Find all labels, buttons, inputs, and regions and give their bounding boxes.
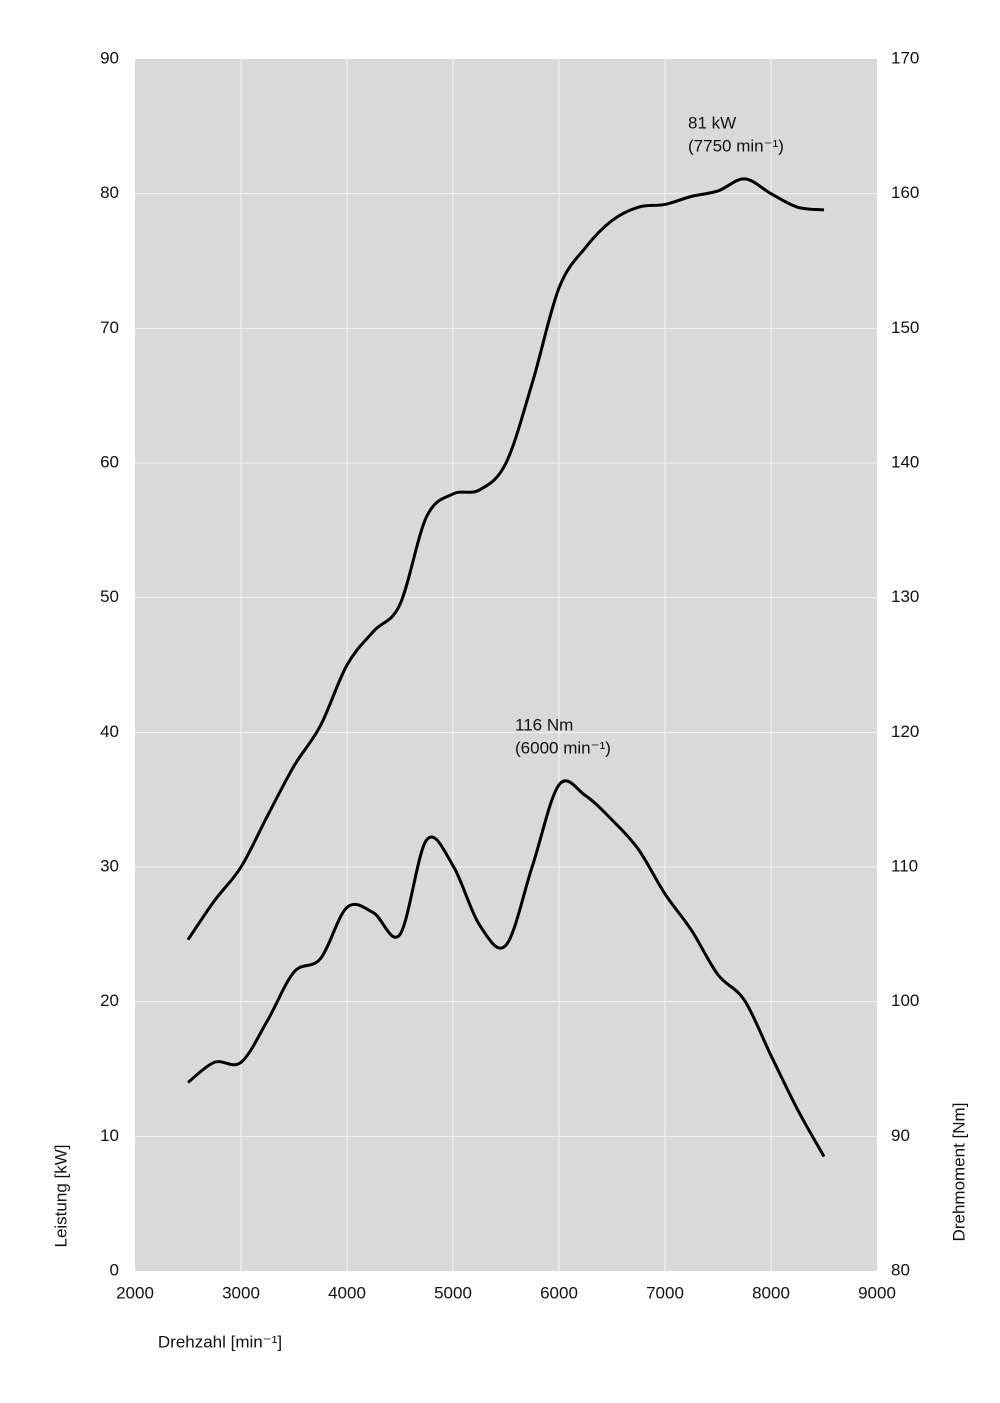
annotation: (6000 min⁻¹) [515, 738, 611, 757]
line-series [186, 177, 825, 941]
annotation: 81 kW [688, 113, 736, 132]
x-tick-label: 8000 [752, 1283, 790, 1302]
y2-tick-label: 110 [891, 856, 918, 875]
x-tick-label: 3000 [222, 1283, 260, 1302]
y2-tick-label: 140 [891, 452, 919, 471]
x-tick-label: 9000 [858, 1283, 896, 1302]
y-tick-label: 30 [100, 856, 119, 875]
y-tick-label: 70 [100, 318, 119, 337]
y-tick-label: 60 [100, 452, 119, 471]
x-tick-label: 7000 [646, 1283, 684, 1302]
x-tick-label: 2000 [116, 1283, 154, 1302]
y2-tick-label: 80 [891, 1260, 910, 1279]
x-tick-label: 5000 [434, 1283, 472, 1302]
y2-tick-label: 90 [891, 1126, 910, 1145]
y2-tick-label: 120 [891, 722, 919, 741]
annotation: (7750 min⁻¹) [688, 136, 784, 155]
y-tick-label: 40 [100, 722, 119, 741]
x-axis-label: Drehzahl [min⁻¹] [158, 1332, 282, 1351]
y-tick-label: 80 [100, 183, 119, 202]
annotation: 116 Nm [515, 715, 573, 734]
plot-area [135, 59, 877, 1271]
y2-tick-label: 160 [891, 183, 919, 202]
x-tick-label: 6000 [540, 1283, 578, 1302]
y-tick-label: 0 [110, 1260, 119, 1279]
y2-tick-label: 150 [891, 318, 919, 337]
y2-axis-label: Drehmoment [Nm] [949, 1103, 968, 1242]
y-axis-label: Leistung [kW] [51, 1145, 70, 1248]
y-tick-label: 50 [100, 587, 119, 606]
y2-tick-label: 100 [891, 991, 919, 1010]
x-tick-label: 4000 [328, 1283, 366, 1302]
y-tick-label: 90 [100, 48, 119, 67]
y-tick-label: 20 [100, 991, 119, 1010]
line-series [187, 779, 826, 1158]
y-tick-label: 10 [100, 1126, 119, 1145]
y2-tick-label: 130 [891, 587, 919, 606]
y2-tick-label: 170 [891, 48, 919, 67]
